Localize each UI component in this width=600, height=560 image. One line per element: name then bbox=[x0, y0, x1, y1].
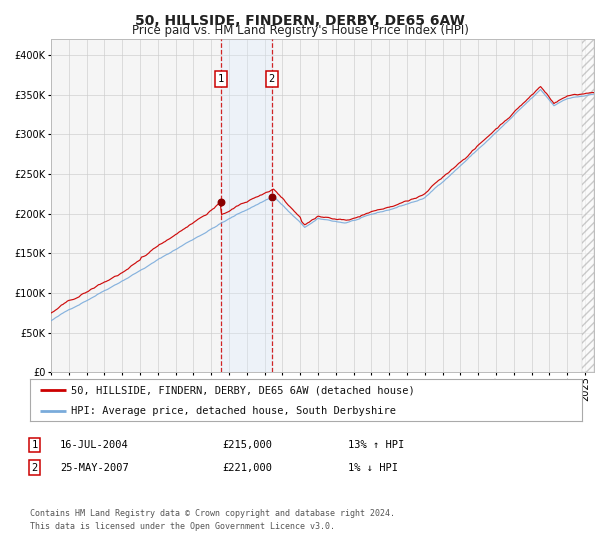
Text: £215,000: £215,000 bbox=[222, 440, 272, 450]
Text: 1: 1 bbox=[218, 74, 224, 84]
Text: 13% ↑ HPI: 13% ↑ HPI bbox=[348, 440, 404, 450]
Text: 2: 2 bbox=[268, 74, 275, 84]
Text: 1: 1 bbox=[32, 440, 38, 450]
Bar bbox=[221, 39, 272, 372]
Text: Price paid vs. HM Land Registry's House Price Index (HPI): Price paid vs. HM Land Registry's House … bbox=[131, 24, 469, 36]
Bar bbox=[582, 39, 594, 372]
Text: This data is licensed under the Open Government Licence v3.0.: This data is licensed under the Open Gov… bbox=[30, 522, 335, 531]
Text: Contains HM Land Registry data © Crown copyright and database right 2024.: Contains HM Land Registry data © Crown c… bbox=[30, 509, 395, 518]
Text: 1% ↓ HPI: 1% ↓ HPI bbox=[348, 463, 398, 473]
Text: 25-MAY-2007: 25-MAY-2007 bbox=[60, 463, 129, 473]
Text: 16-JUL-2004: 16-JUL-2004 bbox=[60, 440, 129, 450]
Text: HPI: Average price, detached house, South Derbyshire: HPI: Average price, detached house, Sout… bbox=[71, 406, 397, 416]
Point bbox=[216, 197, 226, 206]
Text: 50, HILLSIDE, FINDERN, DERBY, DE65 6AW (detached house): 50, HILLSIDE, FINDERN, DERBY, DE65 6AW (… bbox=[71, 385, 415, 395]
Text: £221,000: £221,000 bbox=[222, 463, 272, 473]
Point bbox=[267, 193, 277, 202]
Text: 50, HILLSIDE, FINDERN, DERBY, DE65 6AW: 50, HILLSIDE, FINDERN, DERBY, DE65 6AW bbox=[135, 14, 465, 28]
Text: 2: 2 bbox=[32, 463, 38, 473]
